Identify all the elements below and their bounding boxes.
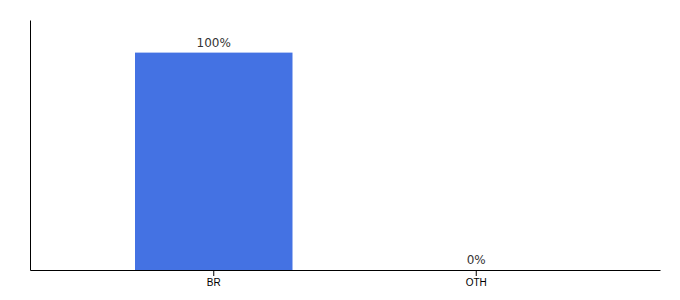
bars	[135, 53, 293, 270]
x-tick-mark	[476, 270, 477, 276]
data-label: 100%	[197, 36, 231, 50]
y-axis	[30, 21, 31, 271]
x-tick: BR	[207, 270, 221, 288]
x-axis: BR OTH	[31, 270, 661, 288]
x-tick-label: BR	[207, 277, 221, 288]
data-labels: 100% 0%	[197, 36, 486, 267]
bar	[398, 270, 556, 271]
plot-area: BR OTH 100% 0%	[31, 21, 661, 289]
x-tick-label: OTH	[466, 277, 487, 288]
x-tick: OTH	[466, 270, 487, 288]
y-axis-line	[30, 21, 31, 271]
x-axis-line	[31, 270, 661, 271]
chart-container: BR OTH 100% 0%	[0, 0, 680, 300]
x-tick-mark	[213, 270, 214, 276]
chart-svg: BR OTH 100% 0%	[0, 0, 680, 300]
data-label: 0%	[467, 253, 486, 267]
bar	[135, 53, 293, 270]
